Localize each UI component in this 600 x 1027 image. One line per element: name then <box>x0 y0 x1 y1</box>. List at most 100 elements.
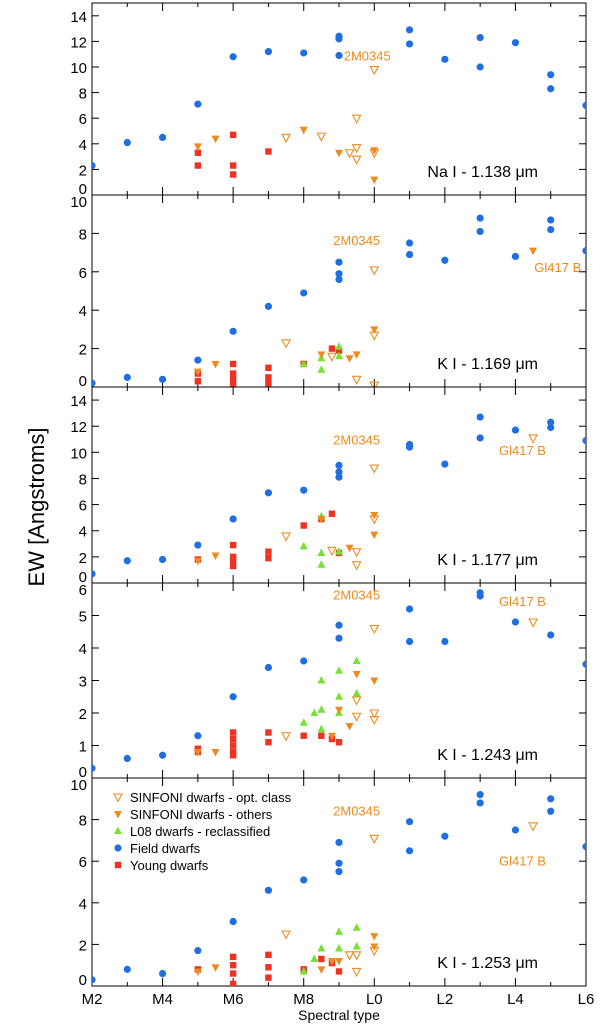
annotation-label: 2M0345 <box>333 587 380 602</box>
field-point <box>158 969 167 978</box>
annotation-label: 2M0345 <box>344 49 391 64</box>
panel-3: 0 2 4 6 8 10 12 14 2M0345 Gl417 B K I - 1.177 μm <box>70 386 587 586</box>
young-point <box>229 962 237 969</box>
l08-point <box>352 941 361 950</box>
field-point <box>476 413 484 421</box>
y-tick-label: 0 <box>79 373 87 390</box>
l08-point <box>317 676 326 684</box>
sinfoni-others-point <box>317 515 326 524</box>
sinfoni-others-point <box>370 933 379 941</box>
legend-label: SINFONI dwarfs - opt. class <box>130 790 292 805</box>
young-point <box>229 541 237 549</box>
field-point <box>123 138 131 147</box>
field-point <box>441 460 449 468</box>
field-point <box>123 754 131 763</box>
sinfoni-opt-point <box>281 732 291 742</box>
young-point <box>265 148 272 155</box>
sinfoni-opt-point <box>344 149 355 159</box>
x-tick-label: M8 <box>293 991 314 1008</box>
y-tick-label: 10 <box>70 194 87 211</box>
y-tick-label: 12 <box>70 419 87 436</box>
field-point <box>335 51 343 60</box>
panel-label: K I - 1.177 μm <box>437 552 538 569</box>
y-tick-label: 10 <box>70 777 87 794</box>
y-tick-label: 0 <box>79 764 87 781</box>
sinfoni-opt-point <box>281 133 291 144</box>
legend-marker <box>114 844 122 852</box>
x-tick-label: M2 <box>82 991 103 1008</box>
sinfoni-opt-point <box>344 951 355 961</box>
young-point <box>229 553 237 561</box>
l08-point <box>335 927 343 935</box>
l08-point <box>335 547 343 555</box>
field-point <box>547 807 555 815</box>
field-point <box>582 660 586 668</box>
young-point <box>229 735 237 743</box>
young-point <box>335 347 343 354</box>
field-point <box>229 693 237 701</box>
sinfoni-opt-point <box>351 696 362 706</box>
sinfoni-others-point <box>193 557 202 566</box>
field-point <box>264 489 273 497</box>
sinfoni-opt-point <box>281 339 291 349</box>
annotation-label: Gl417 B <box>534 260 581 275</box>
sinfoni-opt-point <box>369 515 380 525</box>
sinfoni-others-point <box>370 326 379 334</box>
sinfoni-opt-point <box>351 114 362 124</box>
field-point <box>158 375 167 383</box>
y-tick-label: 0 <box>79 972 87 989</box>
y-tick-label: 6 <box>79 265 87 282</box>
field-point <box>158 751 167 759</box>
field-point <box>547 631 555 639</box>
field-point <box>300 876 308 884</box>
data-marks <box>92 214 586 387</box>
legend-marker <box>113 793 123 803</box>
x-tick-label: L2 <box>437 991 454 1008</box>
young-point <box>229 729 237 736</box>
annotation-label: Gl417 B <box>499 853 546 868</box>
field-point <box>335 838 343 847</box>
field-point <box>300 657 308 665</box>
sinfoni-opt-point <box>327 546 337 557</box>
sinfoni-others-point <box>317 351 326 359</box>
y-tick-label: 8 <box>79 471 87 488</box>
young-point <box>300 522 307 529</box>
l08-point <box>335 944 343 952</box>
young-point <box>328 345 336 352</box>
panel-label: K I - 1.253 μm <box>437 955 538 972</box>
sinfoni-opt-point <box>351 561 362 571</box>
sinfoni-others-point <box>335 149 343 158</box>
field-point <box>476 791 484 799</box>
young-point <box>318 955 325 963</box>
sinfoni-others-point <box>193 968 202 976</box>
x-tick-label: L6 <box>578 991 595 1008</box>
sinfoni-others-point <box>352 671 361 679</box>
l08-point <box>299 359 308 367</box>
field-point <box>405 847 414 855</box>
young-point <box>265 951 272 958</box>
field-point <box>229 917 237 926</box>
field-point <box>547 795 555 803</box>
l08-point <box>310 708 319 716</box>
field-point <box>582 843 586 851</box>
field-point <box>511 618 520 626</box>
field-point <box>547 216 555 224</box>
sinfoni-opt-point <box>369 381 380 387</box>
l08-point <box>335 692 343 700</box>
panel-label: K I - 1.243 μm <box>437 747 538 764</box>
panel-label: Na I - 1.138 μm <box>427 164 538 181</box>
young-point <box>265 554 272 562</box>
field-point <box>194 100 202 108</box>
field-point <box>92 976 96 984</box>
field-point <box>92 570 96 578</box>
sinfoni-opt-point <box>369 715 380 726</box>
young-point <box>328 510 336 517</box>
sinfoni-opt-point <box>369 66 380 76</box>
sinfoni-others-point <box>211 749 220 757</box>
l08-point <box>317 724 326 733</box>
sinfoni-opt-point <box>351 951 362 961</box>
y-tick-label: 6 <box>79 854 87 871</box>
young-point <box>229 742 237 749</box>
field-point <box>511 252 520 261</box>
field-point <box>405 250 414 259</box>
